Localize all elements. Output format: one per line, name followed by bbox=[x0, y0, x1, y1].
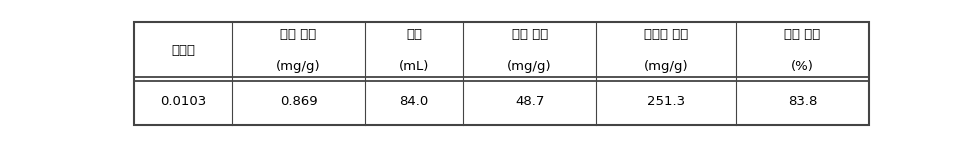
Text: (mg/g): (mg/g) bbox=[643, 60, 688, 73]
Text: 0.869: 0.869 bbox=[279, 96, 317, 108]
Text: (mg/g): (mg/g) bbox=[276, 60, 320, 73]
Text: 포집 효율: 포집 효율 bbox=[784, 29, 820, 41]
Text: 환산 농도: 환산 농도 bbox=[511, 29, 547, 41]
Text: 0.0103: 0.0103 bbox=[159, 96, 206, 108]
Text: 83.8: 83.8 bbox=[787, 96, 817, 108]
Text: 흥광도: 흥광도 bbox=[171, 44, 194, 57]
Text: (mg/g): (mg/g) bbox=[507, 60, 551, 73]
Text: 해당 농도: 해당 농도 bbox=[280, 29, 317, 41]
Text: (mL): (mL) bbox=[399, 60, 429, 73]
Text: 84.0: 84.0 bbox=[399, 96, 428, 108]
Text: (%): (%) bbox=[790, 60, 813, 73]
Text: 251.3: 251.3 bbox=[647, 96, 685, 108]
Text: 48.7: 48.7 bbox=[515, 96, 544, 108]
Text: 부피: 부피 bbox=[405, 29, 422, 41]
Text: 포집된 농도: 포집된 농도 bbox=[643, 29, 688, 41]
